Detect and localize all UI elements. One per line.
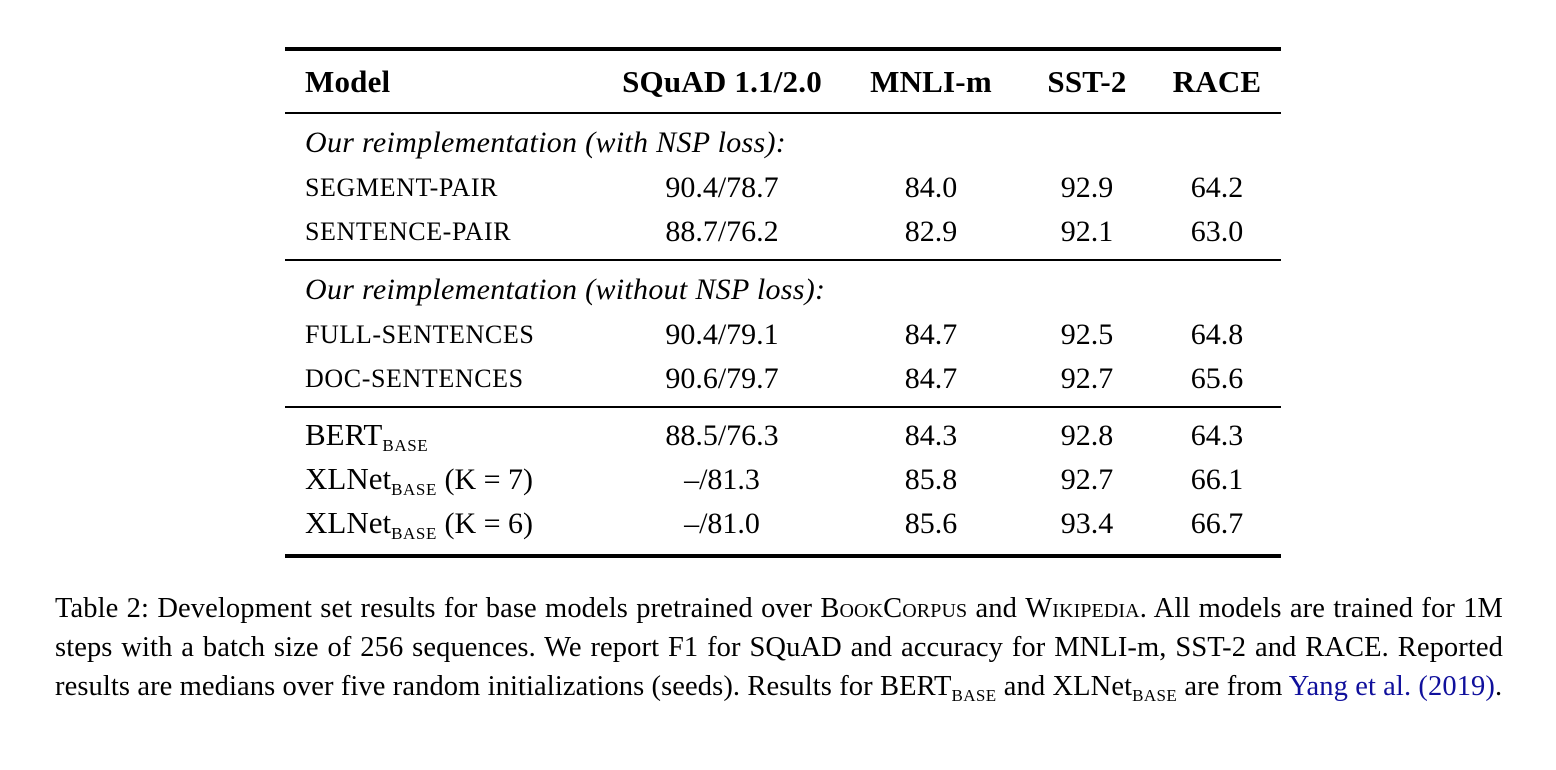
mnli-value: 82.9 [904,215,958,248]
caption-text: and [967,593,1026,624]
column-header-squad: SQuAD 1.1/2.0 [622,63,822,99]
caption-text: . [1494,671,1503,702]
table-row-doc-sentences: DOC-SENTENCES 90.6/79.7 84.7 92.7 65.6 [285,357,1281,401]
sst2-value: 92.1 [1060,215,1114,248]
table-row-sentence-pair: SENTENCE-PAIR 88.7/76.2 82.9 92.1 63.0 [285,210,1281,254]
model-name: XLNetBASE (K = 6) [285,505,603,544]
race-value: 64.2 [1190,171,1244,204]
mnli-value: 85.8 [904,463,958,496]
model-name: DOC-SENTENCES [305,364,524,393]
mnli-value: 84.3 [904,419,958,452]
caption-bert-subscript: BASE [951,686,997,705]
table-header-row: Model SQuAD 1.1/2.0 MNLI-m SST-2 RACE [285,51,1281,112]
results-table: Model SQuAD 1.1/2.0 MNLI-m SST-2 RACE Ou… [285,47,1281,558]
table-row-xlnet-k7: XLNetBASE (K = 7) –/81.3 85.8 92.7 66.1 [285,458,1281,502]
mnli-value: 84.7 [904,318,958,351]
model-name: SEGMENT-PAIR [305,173,499,202]
section-without-nsp: Our reimplementation (without NSP loss):… [285,261,1281,406]
race-value: 66.1 [1190,463,1244,496]
column-header-race: RACE [1172,63,1262,99]
mnli-value: 84.0 [904,171,958,204]
table-mid-rule-2 [285,406,1281,408]
table-mid-rule-1 [285,259,1281,261]
caption-bookcorpus-smallcaps: BookCorpus [820,593,968,624]
mnli-value: 84.7 [904,362,958,395]
table-row-xlnet-k6: XLNetBASE (K = 6) –/81.0 85.6 93.4 66.7 [285,502,1281,546]
model-name: FULL-SENTENCES [305,320,535,349]
sst2-value: 92.8 [1060,419,1114,452]
section-header-with-nsp: Our reimplementation (with NSP loss): [305,125,787,159]
model-subscript: BASE [382,435,429,455]
model-name: XLNetBASE (K = 7) [285,461,603,500]
sst2-value: 92.9 [1060,171,1114,204]
mnli-value: 85.6 [904,507,958,540]
race-value: 65.6 [1190,362,1244,395]
table-header-rule [285,112,1281,114]
table-caption: Table 2: Development set results for bas… [55,589,1503,715]
model-base-text: XLNet [305,504,392,540]
citation-link-yang-2019[interactable]: Yang et al. (2019) [1288,671,1495,702]
column-header-model: Model [305,63,391,99]
race-value: 64.8 [1190,318,1244,351]
sst2-value: 92.5 [1060,318,1114,351]
caption-text: are from [1177,671,1289,702]
squad-value: –/81.0 [684,507,760,540]
caption-wikipedia-smallcaps: Wikipedia [1025,593,1140,624]
model-base-text: XLNet [305,460,392,496]
model-name: SENTENCE-PAIR [305,217,512,246]
squad-value: 88.5/76.3 [665,419,779,452]
race-value: 66.7 [1190,507,1244,540]
squad-value: 88.7/76.2 [665,215,779,248]
caption-text: and XLNet [996,671,1133,702]
race-value: 64.3 [1190,419,1244,452]
sst2-value: 92.7 [1060,362,1114,395]
table-top-rule [285,47,1281,51]
sst2-value: 92.7 [1060,463,1114,496]
squad-value: 90.6/79.7 [665,362,779,395]
section-header-without-nsp: Our reimplementation (without NSP loss): [305,272,826,306]
table-row-bert-base: BERTBASE 88.5/76.3 84.3 92.8 64.3 [285,414,1281,458]
squad-value: –/81.3 [684,463,760,496]
sst2-value: 93.4 [1060,507,1114,540]
model-base-text: BERT [305,416,383,452]
table-bottom-rule [285,554,1281,558]
section-baselines: BERTBASE 88.5/76.3 84.3 92.8 64.3 XLNetB… [285,408,1281,554]
model-subscript: BASE [391,523,437,543]
model-subscript: BASE [391,479,437,499]
squad-value: 90.4/79.1 [665,318,779,351]
column-header-mnli: MNLI-m [870,63,992,99]
model-suffix-text: (K = 6) [436,506,534,540]
section-with-nsp: Our reimplementation (with NSP loss): SE… [285,114,1281,259]
caption-text: Table 2: Development set results for bas… [55,593,821,624]
squad-value: 90.4/78.7 [665,171,779,204]
table-row-segment-pair: SEGMENT-PAIR 90.4/78.7 84.0 92.9 64.2 [285,166,1281,210]
model-name: BERTBASE [285,417,603,456]
table-row-full-sentences: FULL-SENTENCES 90.4/79.1 84.7 92.5 64.8 [285,313,1281,357]
model-suffix-text: (K = 7) [436,462,534,496]
caption-text: . All models are trained for 1M steps wi… [55,593,1503,702]
column-header-sst2: SST-2 [1047,63,1127,99]
race-value: 63.0 [1190,215,1244,248]
caption-xlnet-subscript: BASE [1132,686,1178,705]
